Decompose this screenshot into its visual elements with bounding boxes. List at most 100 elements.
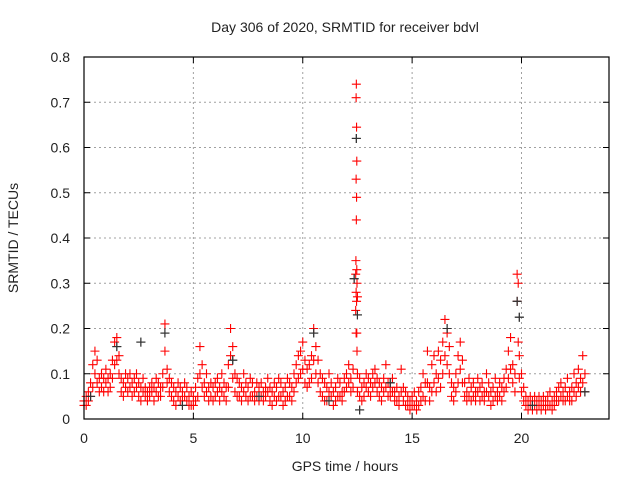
y-tick-label: 0.6 (51, 140, 71, 156)
red-data-point (232, 373, 242, 383)
red-data-point (368, 369, 378, 379)
gray-data-point (349, 274, 359, 284)
red-data-point (182, 382, 192, 392)
red-data-point (495, 378, 505, 388)
red-data-point (440, 351, 450, 361)
red-data-point (101, 378, 111, 388)
red-data-point (134, 378, 144, 388)
red-data-point (348, 382, 358, 392)
y-tick-label: 0.4 (51, 230, 71, 246)
gray-data-point (351, 133, 361, 143)
red-data-point (351, 93, 361, 103)
red-data-point (188, 400, 198, 410)
red-data-point (488, 382, 498, 392)
y-tick-label: 0.5 (51, 185, 71, 201)
red-data-point (293, 351, 303, 361)
red-data-point (473, 373, 483, 383)
red-data-point (223, 382, 233, 392)
red-data-point (160, 319, 170, 329)
red-data-point (547, 405, 557, 415)
red-data-point (210, 378, 220, 388)
red-data-point (466, 382, 476, 392)
red-data-point (514, 373, 524, 383)
red-data-point (576, 373, 586, 383)
red-data-point (164, 373, 174, 383)
red-data-point (499, 387, 509, 397)
red-data-point (276, 378, 286, 388)
red-data-point (221, 396, 231, 406)
red-data-point (337, 396, 347, 406)
red-data-point (429, 378, 439, 388)
red-data-point (352, 346, 362, 356)
red-data-point (468, 391, 478, 401)
gray-data-point (355, 405, 365, 415)
red-data-point (195, 342, 205, 352)
red-data-point (83, 396, 93, 406)
red-data-point (180, 378, 190, 388)
red-data-point (370, 364, 380, 374)
red-data-point (342, 369, 351, 379)
red-data-point (455, 364, 465, 374)
red-data-point (315, 387, 325, 397)
red-data-point (226, 351, 236, 361)
red-data-point (352, 292, 362, 302)
red-data-point (449, 396, 459, 406)
red-data-point (202, 387, 211, 397)
red-data-point (418, 391, 428, 401)
y-tick-label: 0.7 (51, 94, 71, 110)
red-data-point (230, 369, 240, 379)
red-data-point (412, 405, 421, 415)
red-data-point (377, 396, 386, 406)
red-data-point (331, 382, 341, 392)
gray-data-point (177, 400, 187, 410)
red-data-point (90, 346, 100, 356)
red-data-point (107, 373, 117, 383)
red-data-point (416, 382, 426, 392)
red-data-point (363, 373, 373, 383)
red-data-point (335, 391, 345, 401)
red-data-point (293, 373, 303, 383)
red-data-point (394, 391, 404, 401)
x-tick-label: 10 (295, 430, 311, 446)
red-data-point (81, 400, 91, 410)
red-data-point (517, 387, 526, 397)
red-data-point (315, 369, 325, 379)
red-data-point (212, 373, 222, 383)
red-data-point (245, 373, 255, 383)
red-data-point (401, 387, 411, 397)
red-data-point (263, 373, 273, 383)
red-data-point (425, 382, 435, 392)
y-axis-label: SRMTID / TECUs (5, 183, 21, 293)
red-data-point (503, 373, 513, 383)
red-data-point (352, 192, 362, 202)
red-data-point (344, 360, 354, 370)
red-data-point (226, 324, 236, 333)
red-data-point (250, 387, 260, 397)
red-data-point (482, 369, 491, 379)
red-data-point (379, 373, 389, 383)
red-data-point (202, 369, 211, 379)
red-data-point (160, 346, 170, 356)
red-data-point (379, 387, 389, 397)
red-data-point (182, 396, 192, 406)
red-data-point (352, 387, 362, 397)
red-data-point (556, 378, 566, 388)
red-data-point (414, 387, 424, 397)
red-data-point (431, 387, 441, 397)
gray-data-point (527, 400, 537, 410)
red-data-point (210, 391, 220, 401)
red-data-point (267, 387, 277, 397)
red-data-point (562, 373, 572, 383)
gray-data-point (112, 342, 122, 352)
y-tick-label: 0.2 (51, 321, 71, 337)
gray-data-point (442, 324, 452, 333)
gray-data-point (514, 312, 524, 322)
red-data-point (495, 391, 505, 401)
x-tick-label: 0 (80, 430, 88, 446)
red-data-point (129, 373, 139, 383)
y-tick-label: 0.8 (51, 49, 71, 65)
gray-data-point (254, 391, 264, 401)
red-data-point (363, 387, 373, 397)
red-data-point (304, 360, 314, 370)
